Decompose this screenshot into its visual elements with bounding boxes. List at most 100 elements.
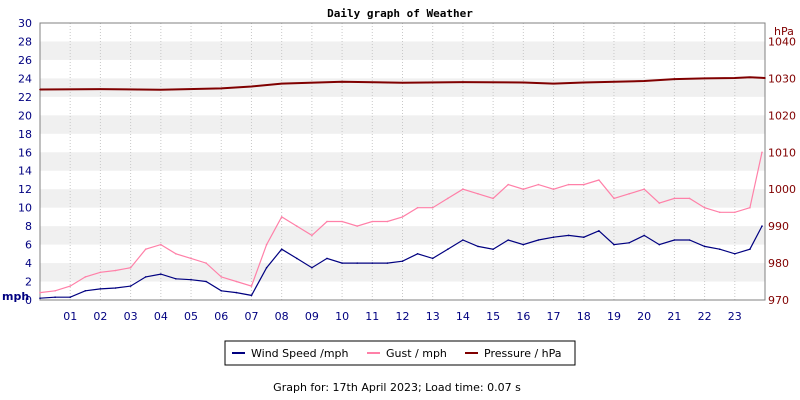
series-gust-point (69, 285, 71, 287)
series-wind-speed-point (130, 285, 132, 287)
series-gust-point (281, 216, 283, 218)
right-axis-ticks: 97098099010001010102010301040 (768, 35, 796, 307)
x-tick-label: 18 (577, 310, 591, 323)
x-tick-label: 15 (486, 310, 500, 323)
series-gust-point (628, 193, 630, 195)
series-wind-speed-point (100, 288, 102, 290)
series-wind-speed-point (296, 258, 298, 260)
series-gust-point (190, 258, 192, 260)
series-gust-point (85, 276, 87, 278)
series-gust-point (492, 198, 494, 200)
series-gust-point (115, 270, 117, 272)
series-wind-speed-point (356, 262, 358, 264)
series-gust-point (749, 207, 751, 209)
series-gust-point (372, 221, 374, 223)
series-wind-speed-point (266, 267, 268, 269)
series-wind-speed-point (39, 297, 41, 299)
series-wind-speed-point (251, 295, 253, 297)
series-gust-point (432, 207, 434, 209)
left-tick-label: 16 (18, 146, 32, 159)
series-wind-speed-point (190, 279, 192, 281)
series-gust-point (205, 262, 207, 264)
series-pressure-point (341, 81, 343, 83)
x-tick-label: 07 (244, 310, 258, 323)
x-tick-label: 05 (184, 310, 198, 323)
x-tick-label: 01 (63, 310, 77, 323)
series-wind-speed-point (761, 225, 763, 227)
series-pressure-point (674, 78, 676, 80)
x-tick-label: 02 (93, 310, 107, 323)
series-wind-speed-point (341, 262, 343, 264)
series-gust-point (266, 244, 268, 246)
series-gust-point (523, 188, 525, 190)
series-pressure-point (734, 77, 736, 79)
series-wind-speed-point (583, 236, 585, 238)
series-gust-point (417, 207, 419, 209)
series-gust-point (236, 281, 238, 283)
left-tick-label: 14 (18, 165, 32, 178)
x-tick-label: 04 (154, 310, 168, 323)
series-gust-point (39, 292, 41, 294)
series-wind-speed-point (447, 248, 449, 250)
series-gust-point (251, 285, 253, 287)
series-pressure-point (462, 81, 464, 83)
left-axis-ticks: 024681012141618202224262830 (18, 17, 32, 307)
series-wind-speed-point (145, 276, 147, 278)
x-tick-label: 09 (305, 310, 319, 323)
series-gust-point (341, 221, 343, 223)
left-tick-label: 28 (18, 35, 32, 48)
series-wind-speed-point (432, 258, 434, 260)
series-wind-speed-point (523, 244, 525, 246)
series-pressure-point (100, 88, 102, 90)
graph-footer: Graph for: 17th April 2023; Load time: 0… (273, 381, 521, 394)
series-wind-speed-point (417, 253, 419, 255)
right-tick-label: 1020 (768, 109, 796, 122)
x-tick-label: 19 (607, 310, 621, 323)
right-tick-label: 1030 (768, 72, 796, 85)
series-pressure-point (402, 82, 404, 84)
series-wind-speed-point (704, 246, 706, 248)
series-gust-point (296, 225, 298, 227)
series-gust-point (734, 212, 736, 214)
series-wind-speed-point (734, 253, 736, 255)
series-wind-speed-point (236, 292, 238, 294)
right-tick-label: 970 (768, 294, 789, 307)
series-gust-point (761, 152, 763, 154)
series-wind-speed-point (387, 262, 389, 264)
series-wind-speed-point (175, 278, 177, 280)
left-tick-label: 24 (18, 72, 32, 85)
series-pressure-point (39, 89, 41, 91)
x-tick-label: 21 (667, 310, 681, 323)
left-tick-label: 22 (18, 91, 32, 104)
series-gust-point (507, 184, 509, 186)
series-wind-speed-point (85, 290, 87, 292)
series-gust-point (221, 276, 223, 278)
series-wind-speed-point (749, 248, 751, 250)
chart-title: Daily graph of Weather (327, 7, 473, 20)
series-wind-speed-point (69, 296, 71, 298)
right-tick-label: 990 (768, 220, 789, 233)
series-gust-point (356, 225, 358, 227)
legend-label-pressure: Pressure / hPa (484, 347, 562, 360)
series-gust-point (130, 267, 132, 269)
series-pressure-point (764, 77, 766, 79)
left-tick-label: 26 (18, 54, 32, 67)
series-gust-point (447, 198, 449, 200)
series-wind-speed-point (372, 262, 374, 264)
series-wind-speed-point (689, 239, 691, 241)
x-tick-label: 20 (637, 310, 651, 323)
series-pressure-point (553, 83, 555, 85)
series-gust-point (704, 207, 706, 209)
left-tick-label: 18 (18, 128, 32, 141)
series-gust-point (175, 253, 177, 255)
series-wind-speed-point (598, 230, 600, 232)
series-gust-point (598, 179, 600, 181)
x-tick-label: 08 (275, 310, 289, 323)
series-wind-speed-point (402, 260, 404, 262)
x-tick-label: 17 (547, 310, 561, 323)
series-wind-speed-point (507, 239, 509, 241)
series-wind-speed-point (221, 290, 223, 292)
series-pressure-point (221, 88, 223, 90)
right-tick-label: 1010 (768, 146, 796, 159)
